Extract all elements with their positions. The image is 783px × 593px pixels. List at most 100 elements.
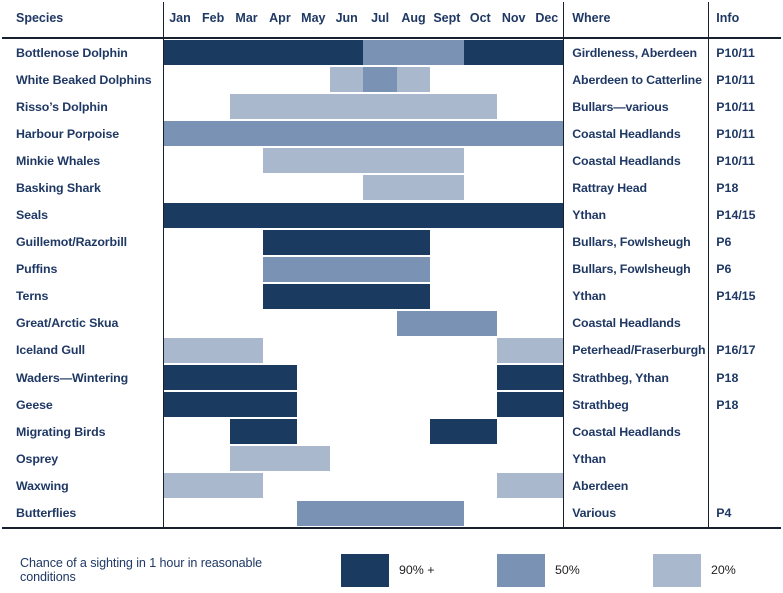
species-name: Harbour Porpoise (2, 120, 164, 148)
sighting-cell (196, 93, 230, 121)
sighting-swatch (464, 148, 497, 173)
sighting-swatch (330, 500, 364, 526)
species-name: Minkie Whales (2, 147, 164, 175)
sighting-swatch (297, 311, 330, 336)
sighting-cell (229, 120, 264, 148)
sighting-swatch (296, 40, 331, 65)
sighting-cell (396, 472, 431, 500)
where-location: Peterhead/Fraserburgh (563, 336, 709, 365)
sighting-cell (229, 66, 264, 94)
sighting-swatch (297, 473, 330, 498)
sighting-cell (263, 174, 297, 202)
column-header-oct: Oct (463, 2, 497, 39)
sighting-cell (430, 201, 464, 229)
sighting-cell (296, 201, 331, 229)
sighting-cell (229, 309, 264, 337)
sighting-cell (263, 499, 297, 529)
legend-item-20: 20% (653, 553, 781, 587)
column-header-dec: Dec (530, 2, 564, 39)
sighting-swatch (196, 202, 230, 228)
sighting-cell (196, 418, 230, 446)
sighting-swatch (164, 419, 197, 444)
sighting-swatch (163, 121, 197, 147)
sighting-cell (296, 309, 331, 337)
sighting-cell (296, 364, 331, 392)
sighting-swatch (229, 473, 264, 499)
sighting-cell (396, 201, 431, 229)
sighting-cell (229, 201, 264, 229)
sighting-cell (330, 282, 364, 310)
sighting-swatch (396, 148, 431, 174)
legend-swatch-50 (497, 553, 545, 587)
sighting-swatch (430, 175, 464, 201)
sighting-cell (496, 472, 531, 500)
sighting-swatch (330, 446, 363, 471)
sighting-swatch (363, 229, 397, 255)
species-name: Bottlenose Dolphin (2, 38, 164, 66)
sighting-swatch (263, 67, 296, 92)
sightings-table: Species Jan Feb Mar Apr May Jun Jul Aug … (2, 2, 781, 529)
sighting-swatch (230, 284, 263, 309)
where-location: Rattray Head (563, 174, 709, 202)
sighting-cell (229, 336, 264, 365)
sighting-swatch (164, 446, 197, 471)
sighting-cell (196, 38, 230, 66)
sighting-cell (396, 228, 431, 256)
sighting-swatch (430, 446, 463, 471)
sighting-cell (229, 282, 264, 310)
sighting-swatch (263, 446, 297, 472)
sighting-cell (430, 445, 464, 473)
sighting-cell (396, 336, 431, 365)
sighting-cell (496, 255, 531, 283)
legend-swatch-20 (653, 553, 701, 587)
sighting-swatch (330, 392, 363, 417)
sighting-swatch (164, 257, 197, 282)
table-row: Minkie Whales Coastal Headlands P10/11 (2, 147, 781, 175)
sighting-swatch (296, 256, 331, 282)
sighting-cell (296, 255, 331, 283)
sighting-cell (463, 147, 497, 175)
column-header-nov: Nov (496, 2, 531, 39)
table-row: Terns Ythan P14/15 (2, 282, 781, 310)
where-location: Strathbeg, Ythan (563, 364, 709, 392)
sighting-cell (396, 364, 431, 392)
sighting-swatch (496, 392, 531, 418)
sighting-swatch (196, 365, 230, 391)
info-page-reference: P10/11 (708, 93, 781, 121)
sighting-swatch (430, 202, 464, 228)
sighting-cell (530, 38, 564, 66)
sighting-swatch (396, 310, 431, 336)
sighting-cell (363, 255, 397, 283)
sighting-cell (463, 66, 497, 94)
sighting-swatch (430, 148, 464, 174)
table-row: Migrating Birds Coastal Headlands (2, 418, 781, 446)
sighting-swatch (463, 419, 497, 445)
sighting-cell (430, 364, 464, 392)
sighting-swatch (396, 175, 431, 201)
sighting-cell (162, 255, 197, 283)
column-header-aug: Aug (396, 2, 431, 39)
sighting-cell (162, 445, 197, 473)
sighting-swatch (163, 473, 197, 499)
sighting-swatch (396, 94, 431, 120)
species-name: Risso’s Dolphin (2, 93, 164, 121)
column-header-apr: Apr (263, 2, 297, 39)
sighting-swatch (530, 148, 563, 173)
sighting-swatch (263, 392, 297, 418)
sighting-cell (496, 282, 531, 310)
species-name: White Beaked Dolphins (2, 66, 164, 94)
sighting-swatch (497, 67, 530, 92)
sighting-cell (530, 364, 564, 392)
sighting-swatch (330, 94, 364, 120)
sighting-cell (162, 418, 197, 446)
sighting-cell (530, 66, 564, 94)
sighting-cell (196, 228, 230, 256)
sighting-cell (496, 201, 531, 229)
sighting-cell (296, 282, 331, 310)
sighting-swatch (330, 121, 364, 147)
sighting-cell (463, 309, 497, 337)
sighting-swatch (164, 175, 197, 200)
sighting-swatch (430, 230, 463, 255)
sighting-cell (363, 282, 397, 310)
info-page-reference: P10/11 (708, 120, 781, 148)
